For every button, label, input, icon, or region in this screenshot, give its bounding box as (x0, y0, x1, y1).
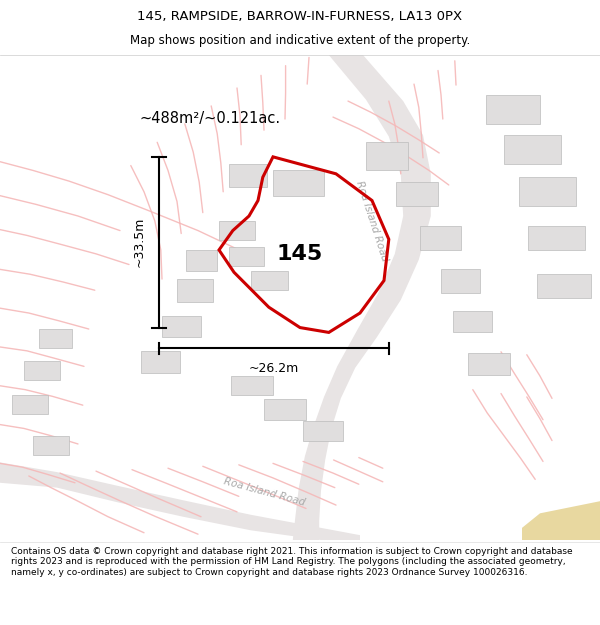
Polygon shape (12, 396, 48, 414)
Polygon shape (231, 376, 273, 396)
Polygon shape (504, 135, 561, 164)
Polygon shape (162, 316, 201, 338)
Text: ~488m²/~0.121ac.: ~488m²/~0.121ac. (139, 111, 281, 126)
Text: ~33.5m: ~33.5m (133, 217, 146, 268)
Text: 145: 145 (277, 244, 323, 264)
Polygon shape (24, 361, 60, 380)
Polygon shape (251, 271, 288, 290)
Polygon shape (468, 353, 510, 375)
Polygon shape (186, 250, 217, 271)
Text: Map shows position and indicative extent of the property.: Map shows position and indicative extent… (130, 34, 470, 47)
Polygon shape (528, 226, 585, 250)
Polygon shape (522, 501, 600, 540)
Polygon shape (33, 436, 69, 455)
Text: Roa Island Road: Roa Island Road (222, 477, 306, 508)
Polygon shape (366, 142, 408, 171)
Polygon shape (453, 311, 492, 332)
Polygon shape (141, 351, 180, 372)
Polygon shape (39, 329, 72, 348)
Polygon shape (273, 171, 324, 196)
Polygon shape (229, 247, 264, 266)
Polygon shape (537, 274, 591, 298)
Polygon shape (519, 177, 576, 206)
Polygon shape (396, 182, 438, 206)
Polygon shape (303, 421, 343, 441)
Polygon shape (177, 279, 213, 302)
Polygon shape (441, 269, 480, 292)
Polygon shape (264, 399, 306, 420)
Text: ~26.2m: ~26.2m (249, 362, 299, 375)
Polygon shape (486, 95, 540, 124)
Polygon shape (420, 226, 461, 250)
Text: Contains OS data © Crown copyright and database right 2021. This information is : Contains OS data © Crown copyright and d… (11, 547, 572, 577)
Polygon shape (0, 462, 360, 540)
Text: 145, RAMPSIDE, BARROW-IN-FURNESS, LA13 0PX: 145, RAMPSIDE, BARROW-IN-FURNESS, LA13 0… (137, 10, 463, 23)
Polygon shape (293, 55, 431, 540)
Text: Roa Island Road: Roa Island Road (354, 179, 390, 262)
Polygon shape (219, 221, 255, 240)
Polygon shape (229, 164, 267, 187)
